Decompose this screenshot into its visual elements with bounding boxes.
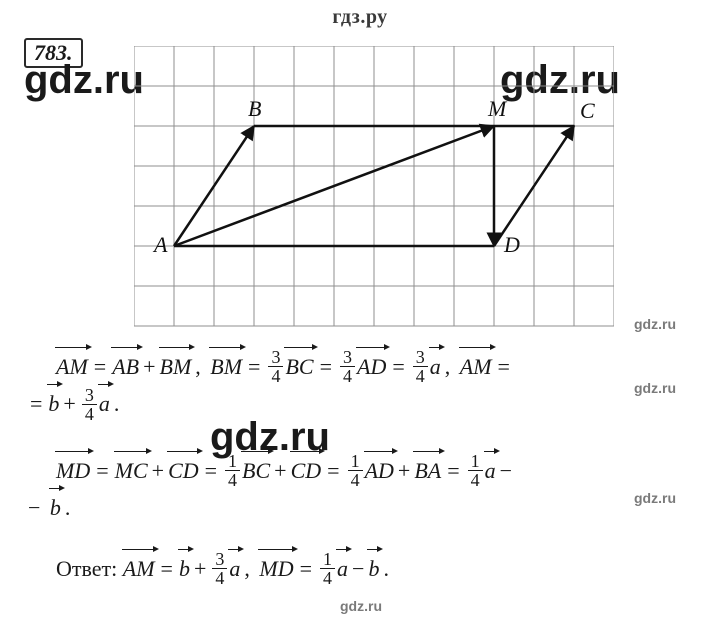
svg-text:D: D: [503, 232, 520, 257]
svg-text:M: M: [487, 96, 508, 121]
answer-line: Ответ: AM=b+34a, MD=14a−b.: [24, 552, 704, 589]
svg-text:A: A: [152, 232, 168, 257]
watermark-small: gdz.ru: [634, 316, 676, 332]
watermark-small: gdz.ru: [340, 598, 382, 614]
vector-diagram: A B M C D: [134, 46, 604, 326]
site-header: гдз.ру: [0, 6, 720, 29]
math-line-2: MD=MC+CD=14BC+CD=14AD+BA=14a− − b.: [24, 454, 704, 526]
answer-label: Ответ:: [56, 556, 123, 581]
math-line-1: AM=AB+BM, BM=34BC=34AD=34a, AM= =b+34a.: [24, 350, 704, 425]
watermark-big: gdz.ru: [24, 58, 144, 103]
page-root: гдз.ру 783. gdz.ru gdz.ru gdz.ru gdz.ru …: [0, 0, 720, 619]
svg-text:B: B: [248, 96, 261, 121]
svg-text:C: C: [580, 98, 595, 123]
